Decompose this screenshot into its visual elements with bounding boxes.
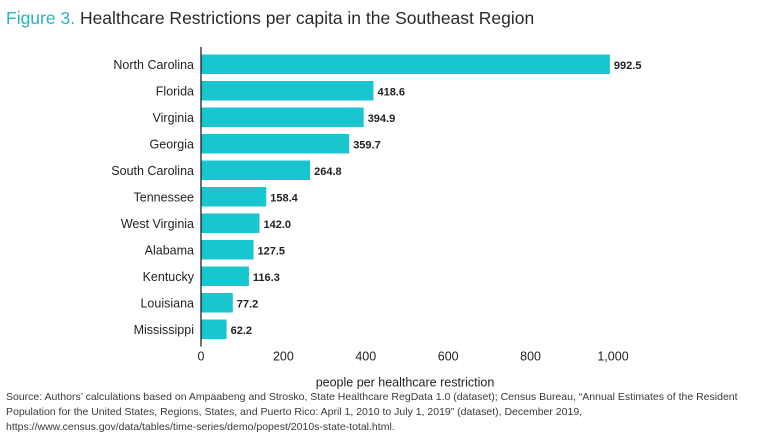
bar	[201, 266, 249, 286]
bar	[201, 81, 374, 101]
category-label: Alabama	[145, 243, 194, 257]
data-label: 359.7	[353, 139, 381, 151]
x-tick-label: 1,000	[597, 350, 628, 364]
data-label: 992.5	[614, 60, 642, 72]
source-note: Source: Authors’ calculations based on A…	[6, 391, 738, 433]
data-label: 418.6	[377, 86, 405, 98]
bar	[201, 319, 227, 339]
category-label: North Carolina	[113, 58, 194, 72]
category-label: Kentucky	[143, 270, 195, 284]
x-tick-label: 600	[438, 350, 459, 364]
category-label: Louisiana	[140, 296, 194, 310]
category-label: South Carolina	[111, 164, 194, 178]
bar	[201, 54, 610, 74]
data-label: 264.8	[314, 166, 342, 178]
x-tick-label: 800	[520, 350, 541, 364]
category-label: Tennessee	[134, 190, 195, 204]
category-label: West Virginia	[121, 217, 194, 231]
data-label: 62.2	[231, 325, 252, 337]
bar	[201, 134, 350, 154]
chart-title-text: Healthcare Restrictions per capita in th…	[79, 8, 535, 28]
bar	[201, 240, 254, 260]
bar	[201, 107, 364, 127]
data-label: 158.4	[270, 192, 298, 204]
bar	[201, 293, 233, 313]
bar	[201, 187, 267, 207]
chart-title: Figure 3. Healthcare Restrictions per ca…	[6, 8, 534, 29]
bar	[201, 160, 311, 180]
bar	[201, 213, 260, 233]
data-label: 142.0	[264, 219, 292, 231]
data-label: 127.5	[258, 245, 286, 257]
x-tick-label: 0	[198, 350, 205, 364]
bar-chart: North Carolina 992.5 Florida 418.6 Virginia 3…	[111, 47, 642, 390]
category-label: Georgia	[150, 137, 195, 151]
x-tick-label: 200	[273, 350, 294, 364]
figure-number: Figure 3.	[6, 8, 76, 28]
category-label: Virginia	[153, 111, 195, 125]
category-label: Florida	[156, 84, 194, 98]
category-label: Mississippi	[134, 323, 194, 337]
x-axis-title: people per healthcare restriction	[316, 376, 495, 390]
data-label: 116.3	[253, 272, 280, 284]
data-label: 77.2	[237, 298, 258, 310]
x-tick-label: 400	[355, 350, 376, 364]
data-label: 394.9	[368, 113, 396, 125]
